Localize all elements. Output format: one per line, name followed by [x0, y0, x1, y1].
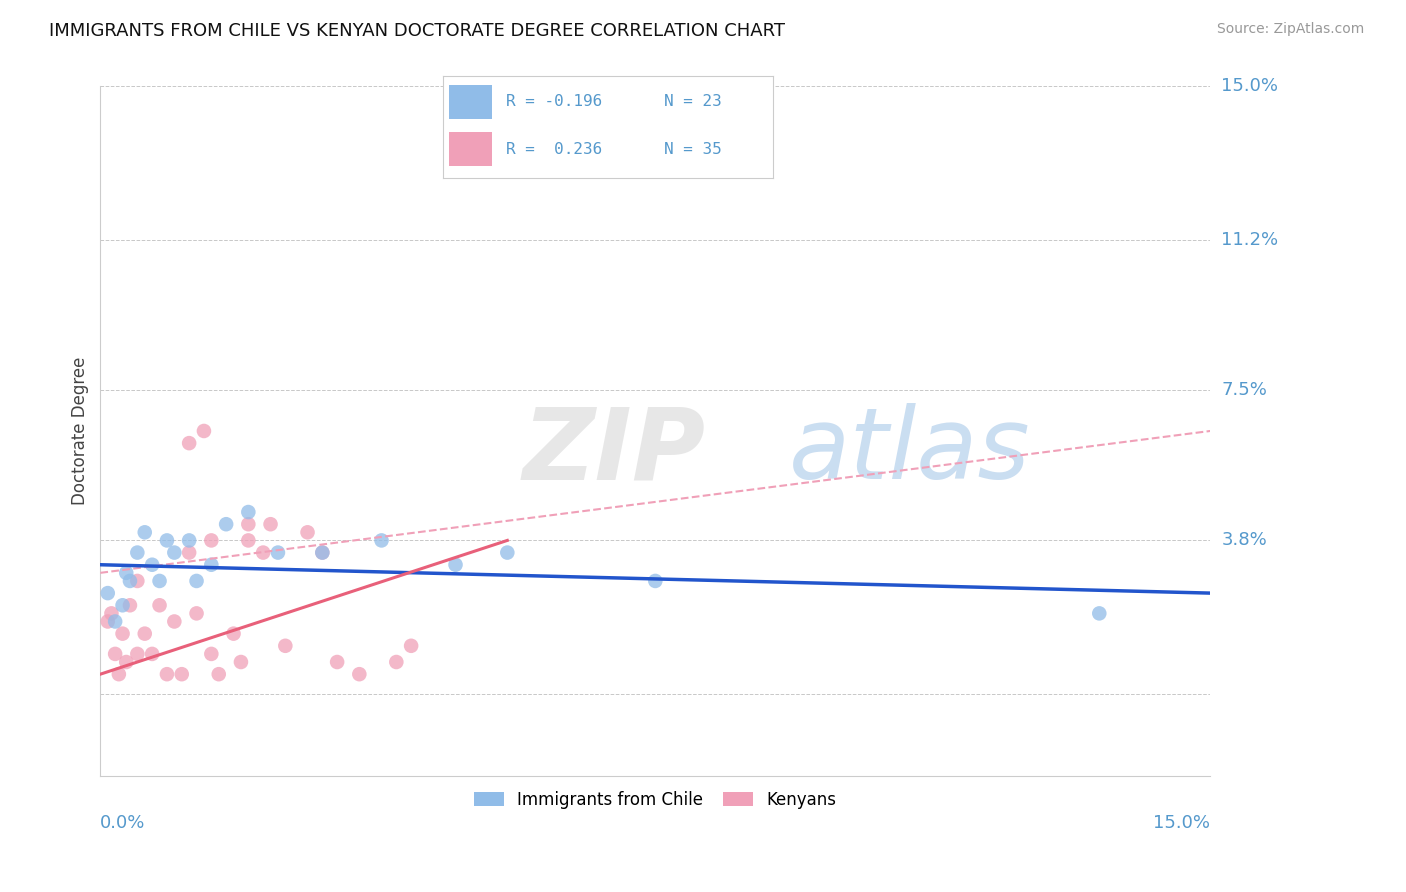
Text: 0.0%: 0.0%	[100, 814, 146, 832]
Point	[148, 599, 170, 613]
Text: R = -0.196: R = -0.196	[506, 95, 602, 110]
Point	[104, 615, 127, 629]
Point	[222, 626, 245, 640]
Point	[163, 615, 186, 629]
Point	[186, 574, 208, 588]
Point	[496, 545, 519, 559]
Point	[297, 525, 319, 540]
Point	[311, 545, 333, 559]
Point	[644, 574, 666, 588]
Text: Source: ZipAtlas.com: Source: ZipAtlas.com	[1216, 22, 1364, 37]
Point	[179, 436, 201, 450]
Text: IMMIGRANTS FROM CHILE VS KENYAN DOCTORATE DEGREE CORRELATION CHART: IMMIGRANTS FROM CHILE VS KENYAN DOCTORAT…	[49, 22, 785, 40]
Point	[208, 667, 231, 681]
Point	[134, 626, 156, 640]
Point	[179, 545, 201, 559]
Point	[141, 647, 163, 661]
Point	[267, 545, 290, 559]
Bar	[450, 132, 492, 166]
Point	[134, 525, 156, 540]
Point	[399, 639, 422, 653]
Legend: Immigrants from Chile, Kenyans: Immigrants from Chile, Kenyans	[467, 784, 844, 815]
Text: N = 23: N = 23	[664, 95, 723, 110]
Point	[326, 655, 349, 669]
Y-axis label: Doctorate Degree: Doctorate Degree	[72, 357, 89, 505]
Text: N = 35: N = 35	[664, 142, 723, 157]
Point	[111, 626, 134, 640]
Point	[370, 533, 392, 548]
Point	[238, 533, 260, 548]
Point	[127, 545, 149, 559]
Point	[186, 607, 208, 621]
Text: 15.0%: 15.0%	[1222, 78, 1278, 95]
Point	[385, 655, 408, 669]
Text: 7.5%: 7.5%	[1222, 382, 1267, 400]
Point	[127, 574, 149, 588]
Text: atlas: atlas	[789, 403, 1031, 500]
Point	[200, 558, 222, 572]
Point	[111, 599, 134, 613]
Point	[193, 424, 215, 438]
Point	[444, 558, 467, 572]
Point	[104, 647, 127, 661]
Text: 15.0%: 15.0%	[1153, 814, 1211, 832]
Point	[252, 545, 274, 559]
Point	[141, 558, 163, 572]
Point	[215, 517, 238, 532]
Point	[115, 655, 138, 669]
Point	[97, 586, 120, 600]
Point	[97, 615, 120, 629]
Point	[118, 599, 141, 613]
Point	[156, 667, 179, 681]
Point	[118, 574, 141, 588]
Point	[229, 655, 252, 669]
Point	[108, 667, 131, 681]
Point	[259, 517, 281, 532]
Point	[179, 533, 201, 548]
Point	[311, 545, 333, 559]
Point	[349, 667, 371, 681]
Bar	[450, 85, 492, 119]
Text: R =  0.236: R = 0.236	[506, 142, 602, 157]
Point	[127, 647, 149, 661]
Point	[274, 639, 297, 653]
Point	[238, 505, 260, 519]
Point	[200, 647, 222, 661]
Point	[170, 667, 193, 681]
Point	[100, 607, 122, 621]
Point	[148, 574, 170, 588]
Point	[1088, 607, 1111, 621]
Point	[156, 533, 179, 548]
Text: 11.2%: 11.2%	[1222, 231, 1278, 250]
Point	[200, 533, 222, 548]
Point	[238, 517, 260, 532]
Text: 3.8%: 3.8%	[1222, 532, 1267, 549]
Point	[115, 566, 138, 580]
Text: ZIP: ZIP	[522, 403, 706, 500]
Point	[163, 545, 186, 559]
